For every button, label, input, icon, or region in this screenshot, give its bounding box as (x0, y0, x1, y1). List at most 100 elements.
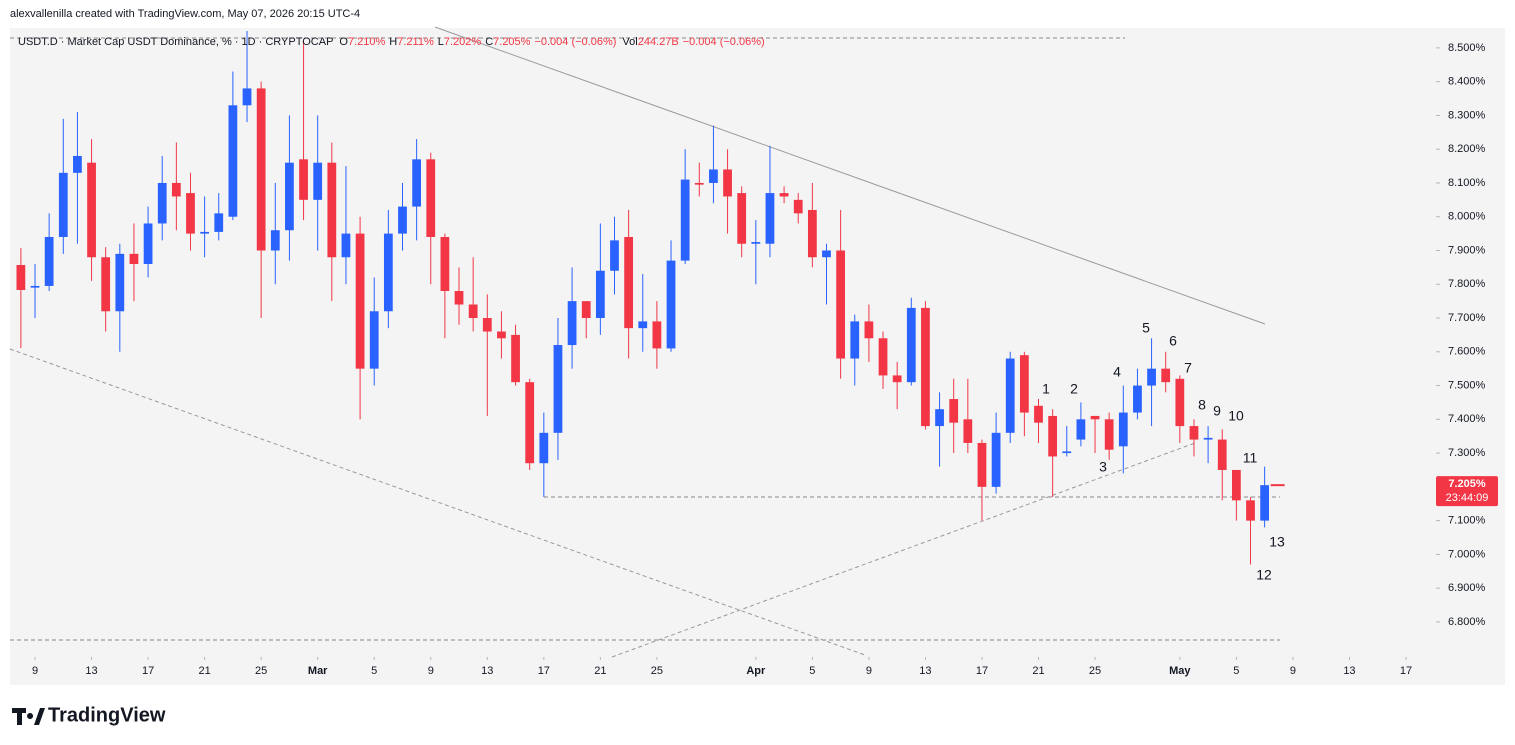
wave-label: 12 (1256, 567, 1272, 583)
candle-body (482, 318, 492, 332)
candle-body (850, 321, 860, 359)
y-tick-label: 8.400% (1448, 76, 1486, 88)
candle-body (73, 155, 82, 173)
candle-body (1147, 368, 1156, 386)
candle-body (567, 301, 577, 346)
candle-body (553, 345, 563, 433)
x-tick-label: 17 (142, 665, 154, 677)
candle-body (242, 88, 252, 106)
candle-body (836, 250, 846, 359)
candle-body (1217, 439, 1227, 470)
candle-body (30, 285, 40, 288)
legend-key: C (485, 36, 493, 48)
x-tick-label: 5 (371, 665, 377, 677)
trend-line (611, 442, 1196, 658)
candles (16, 31, 1270, 565)
logo-icon (12, 708, 45, 725)
x-tick-label: 17 (1400, 665, 1412, 677)
candle-body (186, 193, 195, 234)
x-tick-label: 13 (919, 665, 931, 677)
x-tick-label: May (1169, 665, 1191, 677)
candle-body (539, 432, 549, 464)
x-tick-label: 25 (1089, 665, 1101, 677)
legend: USDT.D · Market Cap USDT Dominance, % · … (18, 36, 765, 48)
x-tick-label: 17 (538, 665, 550, 677)
x-tick-label: 13 (1343, 665, 1355, 677)
candle-body (694, 182, 704, 185)
candle-body (412, 159, 422, 207)
x-tick-label: 13 (85, 665, 97, 677)
legend-value: 7.211% (397, 36, 434, 48)
candle-body (270, 230, 280, 251)
candle-body (751, 242, 761, 244)
candle-body (511, 334, 520, 383)
credit: alexvallenilla created with TradingView.… (10, 8, 360, 20)
candle-body (963, 419, 973, 443)
candle-body (129, 253, 139, 264)
candle-body (58, 172, 68, 237)
candle-body (1203, 437, 1213, 440)
candle-body (1062, 451, 1072, 454)
candle-body (525, 382, 535, 464)
candle-body (1048, 415, 1058, 457)
legend-change: −0.004 (−0.06%) (534, 36, 616, 48)
y-tick-label: 8.100% (1448, 177, 1486, 189)
candle-body (171, 182, 181, 197)
y-tick-label: 8.000% (1448, 211, 1486, 223)
candle-body (115, 253, 125, 312)
candle-body (1231, 469, 1241, 501)
legend-value: 7.202% (444, 36, 482, 48)
logo-text: TradingView (48, 704, 166, 726)
legend-key: O (339, 36, 348, 48)
y-tick-label: 7.800% (1448, 278, 1486, 290)
candle-body (949, 399, 959, 423)
y-tick-label: 8.200% (1448, 143, 1486, 155)
candle-body (737, 193, 747, 244)
candle-body (595, 270, 605, 319)
candle-body (285, 162, 294, 231)
y-tick-label: 6.800% (1448, 616, 1486, 628)
x-tick-label: 9 (428, 665, 434, 677)
candle-body (1090, 415, 1100, 420)
y-tick-label: 8.500% (1448, 42, 1486, 54)
candle-body (1260, 485, 1270, 521)
wave-label: 2 (1070, 381, 1078, 397)
candle-body (157, 182, 167, 224)
candle-body (624, 236, 634, 329)
candle-body (723, 169, 732, 197)
candle-body (341, 233, 351, 258)
candle-body (16, 265, 26, 290)
x-tick-label: 21 (594, 665, 606, 677)
y-tick-label: 7.600% (1448, 346, 1486, 358)
candle-body (369, 311, 379, 369)
wave-label: 11 (1243, 450, 1258, 466)
wave-label: 5 (1142, 320, 1150, 336)
legend-symbol: USDT.D · Market Cap USDT Dominance, % · … (18, 36, 333, 48)
wave-label: 1 (1042, 381, 1050, 397)
candle-body (610, 240, 619, 271)
x-tick-label: Apr (746, 665, 766, 677)
candle-body (878, 338, 888, 376)
trend-line (9, 348, 866, 656)
wave-label: 10 (1228, 408, 1244, 424)
y-tick-label: 7.700% (1448, 312, 1486, 324)
legend-key: H (389, 36, 397, 48)
price-tag (1436, 476, 1498, 507)
candle-body (1076, 419, 1086, 440)
x-tick-label: 25 (651, 665, 663, 677)
candle-body (200, 231, 210, 234)
candle-body (468, 304, 478, 319)
x-tick-label: 9 (866, 665, 872, 677)
candle-body (977, 442, 987, 487)
candle-body (1019, 355, 1029, 413)
wave-label: 7 (1184, 360, 1192, 376)
y-tick-label: 8.300% (1448, 109, 1486, 121)
wave-label: 6 (1169, 333, 1177, 349)
y-tick-label: 7.300% (1448, 447, 1486, 459)
x-tick-label: 21 (1032, 665, 1044, 677)
candle-body (906, 307, 916, 383)
logo: TradingView (12, 704, 166, 726)
x-tick-label: 21 (198, 665, 210, 677)
